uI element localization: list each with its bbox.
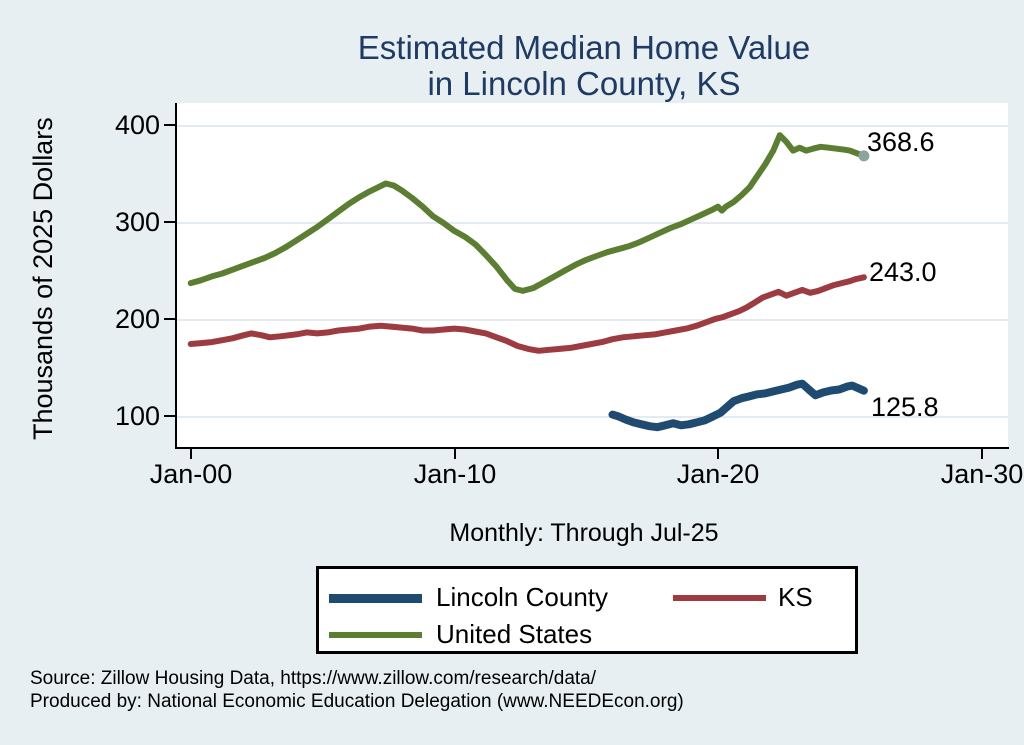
gridline-300 <box>177 222 1008 224</box>
series-plot <box>187 132 870 432</box>
x-tick-jan20 <box>717 449 719 459</box>
y-tick-300 <box>164 221 176 223</box>
end-label-lincoln-county: 125.8 <box>871 392 939 422</box>
legend-swatch-united-states <box>329 632 422 638</box>
gridline-100 <box>177 416 1008 418</box>
x-axis-line <box>175 447 1009 449</box>
x-tick-jan10 <box>454 449 456 459</box>
y-tick-label-300: 300 <box>114 207 160 237</box>
y-tick-label-400: 400 <box>114 110 160 140</box>
x-tick-label-jan00: Jan-00 <box>149 459 233 489</box>
gridline-200 <box>177 319 1008 321</box>
y-tick-label-200: 200 <box>114 304 160 334</box>
x-tick-jan30 <box>981 449 983 459</box>
x-tick-label-jan10: Jan-10 <box>413 459 497 489</box>
legend-label-united-states: United States <box>436 619 593 649</box>
gridline-400 <box>177 125 1008 127</box>
chart-title: Estimated Median Home Value in Lincoln C… <box>160 30 1008 102</box>
x-tick-jan00 <box>190 449 192 459</box>
source-note: Source: Zillow Housing Data, https://www… <box>30 667 684 713</box>
x-tick-label-jan20: Jan-20 <box>676 459 760 489</box>
y-tick-400 <box>164 124 176 126</box>
y-axis-title: Thousands of 2025 Dollars <box>28 117 58 441</box>
y-tick-100 <box>164 415 176 417</box>
chart-title-line2: in Lincoln County, KS <box>427 65 741 102</box>
chart-title-line1: Estimated Median Home Value <box>357 29 811 66</box>
x-tick-label-jan30: Jan-30 <box>940 459 1024 489</box>
y-axis-line <box>175 103 177 449</box>
legend-swatch-lincoln-county <box>329 594 422 603</box>
x-axis-subtitle: Monthly: Through Jul-25 <box>449 519 719 547</box>
source-line: Source: Zillow Housing Data, https://www… <box>30 668 597 689</box>
end-label-ks: 243.0 <box>869 257 937 287</box>
end-label-united-states: 368.6 <box>867 127 935 157</box>
plot-area <box>177 103 1008 447</box>
y-tick-label-100: 100 <box>114 401 160 431</box>
y-tick-200 <box>164 318 176 320</box>
produced-by-line: Produced by: National Economic Education… <box>30 691 684 712</box>
legend-label-ks: KS <box>778 582 813 612</box>
legend-swatch-ks <box>673 595 766 601</box>
legend-label-lincoln-county: Lincoln County <box>436 582 608 612</box>
legend-box: Lincoln County KS United States <box>316 566 858 654</box>
